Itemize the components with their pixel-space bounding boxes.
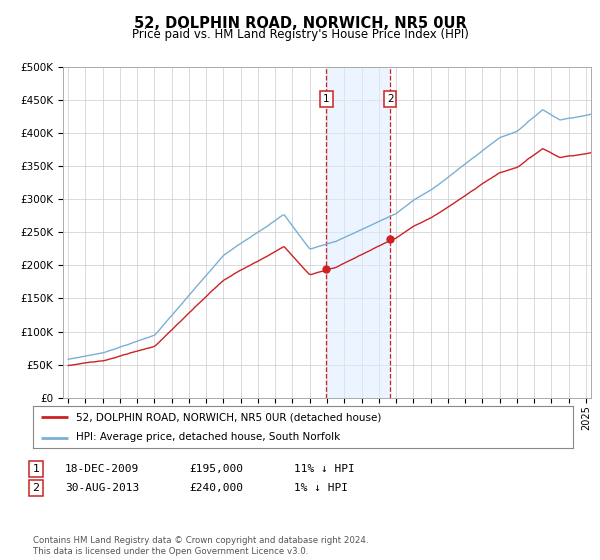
Bar bbox=[326, 67, 390, 398]
Text: Contains HM Land Registry data © Crown copyright and database right 2024.
This d: Contains HM Land Registry data © Crown c… bbox=[33, 536, 368, 556]
Text: 1: 1 bbox=[32, 464, 40, 474]
Text: £195,000: £195,000 bbox=[189, 464, 243, 474]
Text: 18-DEC-2009: 18-DEC-2009 bbox=[65, 464, 139, 474]
Text: 30-AUG-2013: 30-AUG-2013 bbox=[65, 483, 139, 493]
Text: 2: 2 bbox=[387, 94, 394, 104]
Text: £240,000: £240,000 bbox=[189, 483, 243, 493]
Text: 52, DOLPHIN ROAD, NORWICH, NR5 0UR (detached house): 52, DOLPHIN ROAD, NORWICH, NR5 0UR (deta… bbox=[76, 412, 382, 422]
Text: 11% ↓ HPI: 11% ↓ HPI bbox=[294, 464, 355, 474]
Text: HPI: Average price, detached house, South Norfolk: HPI: Average price, detached house, Sout… bbox=[76, 432, 340, 442]
Text: 1: 1 bbox=[323, 94, 329, 104]
Text: 52, DOLPHIN ROAD, NORWICH, NR5 0UR: 52, DOLPHIN ROAD, NORWICH, NR5 0UR bbox=[134, 16, 466, 31]
Text: 2: 2 bbox=[32, 483, 40, 493]
Text: Price paid vs. HM Land Registry's House Price Index (HPI): Price paid vs. HM Land Registry's House … bbox=[131, 28, 469, 41]
Text: 1% ↓ HPI: 1% ↓ HPI bbox=[294, 483, 348, 493]
